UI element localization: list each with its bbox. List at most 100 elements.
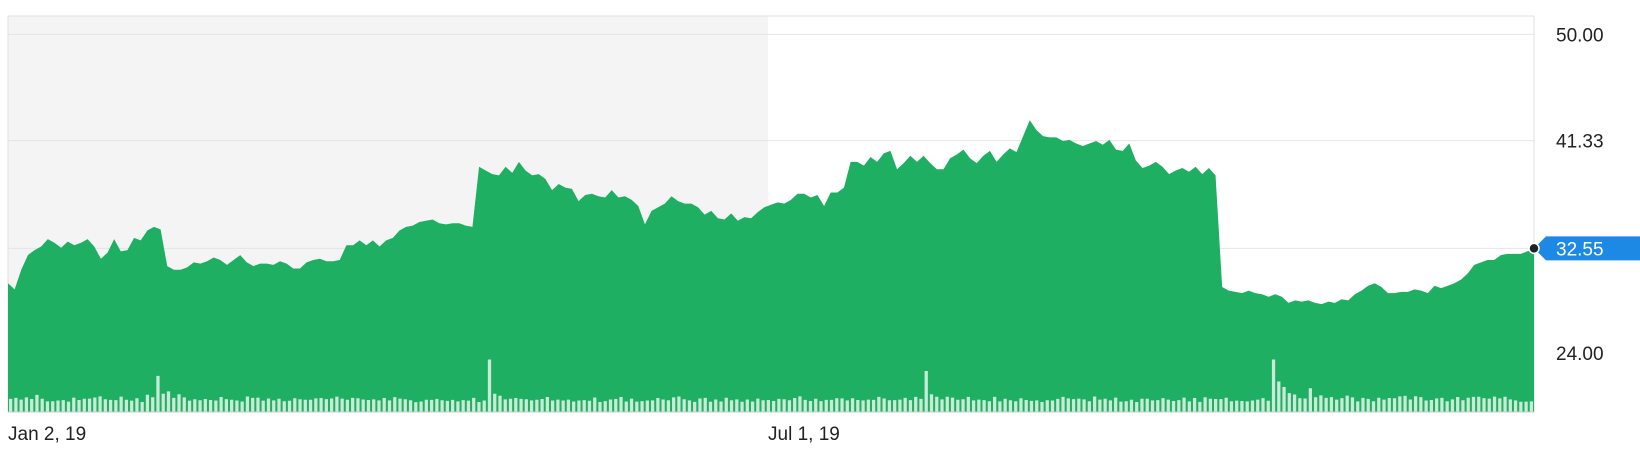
volume-bar: [1271, 359, 1276, 412]
volume-bar: [682, 399, 686, 412]
volume-bar: [1382, 399, 1386, 413]
volume-bar: [998, 401, 1002, 413]
volume-bar: [798, 396, 802, 413]
volume-bar: [1287, 393, 1291, 413]
volume-bar: [308, 399, 313, 412]
volume-bar: [1345, 395, 1349, 413]
volume-bar: [1224, 397, 1228, 412]
volume-bar: [961, 399, 965, 412]
volume-bar: [335, 396, 339, 413]
volume-bar: [687, 400, 692, 413]
volume-bar: [182, 397, 186, 413]
volume-bar: [587, 400, 592, 412]
volume-bar: [1256, 399, 1260, 413]
volume-bar: [987, 401, 991, 412]
volume-bar: [466, 400, 471, 413]
volume-bar: [30, 399, 34, 412]
volume-bar: [1456, 397, 1460, 412]
volume-bar: [398, 398, 402, 413]
volume-bar: [1098, 399, 1102, 413]
volume-bar: [1103, 398, 1107, 412]
volume-bar: [414, 402, 418, 413]
volume-bar: [366, 400, 371, 412]
volume-bar: [1177, 400, 1181, 413]
volume-bar: [14, 397, 18, 412]
volume-bar: [1492, 396, 1497, 413]
volume-bar: [445, 400, 450, 413]
volume-bar: [1061, 396, 1065, 413]
volume-bar: [966, 396, 970, 413]
volume-bar: [808, 401, 813, 412]
volume-bar: [287, 400, 292, 412]
volume-bar: [387, 400, 392, 413]
volume-bar: [1471, 396, 1476, 413]
volume-bar: [971, 400, 976, 413]
volume-bar: [1008, 400, 1013, 412]
volume-bar: [482, 400, 486, 412]
volume-bar: [377, 400, 381, 413]
volume-bar: [1124, 401, 1128, 412]
volume-bar: [1319, 395, 1323, 413]
volume-bar: [614, 399, 618, 412]
volume-bar: [1366, 398, 1370, 413]
volume-bar: [598, 402, 602, 412]
volume-bar: [1235, 400, 1239, 413]
volume-bar: [603, 401, 607, 413]
current-price-marker: [1528, 242, 1540, 255]
volume-bar: [451, 399, 455, 413]
volume-bar: [319, 398, 323, 412]
volume-bar: [198, 400, 202, 412]
volume-bar: [251, 397, 255, 412]
volume-bar: [624, 401, 628, 412]
volume-bar: [856, 400, 860, 412]
volume-bar: [429, 399, 434, 413]
volume-bar: [145, 394, 150, 412]
volume-bar: [82, 398, 86, 412]
volume-bar: [514, 398, 518, 412]
volume-bar: [1313, 397, 1318, 412]
volume-bar: [1029, 400, 1034, 413]
volume-bar: [203, 399, 207, 412]
volume-bar: [45, 401, 50, 413]
volume-bar: [277, 398, 281, 412]
volume-bar: [593, 397, 597, 412]
volume-bar: [19, 399, 23, 413]
volume-bar: [1503, 396, 1507, 412]
volume-bar: [1108, 400, 1113, 413]
y-tick-label: 41.33: [1556, 132, 1604, 153]
volume-bar: [487, 359, 492, 412]
volume-bar: [435, 398, 439, 413]
volume-bar: [650, 400, 655, 413]
volume-bar: [608, 399, 613, 412]
volume-bar: [108, 399, 113, 413]
volume-bar: [866, 399, 870, 413]
volume-bar: [87, 398, 92, 413]
volume-bar: [740, 401, 744, 412]
volume-bar: [151, 397, 155, 412]
volume-bar: [840, 398, 844, 413]
volume-bar: [861, 400, 865, 413]
volume-bar: [1066, 398, 1070, 413]
volume-bar: [9, 398, 13, 413]
volume-bar: [772, 401, 776, 412]
volume-bar: [903, 397, 907, 412]
volume-bar: [1156, 400, 1160, 413]
volume-bar: [119, 396, 123, 413]
volume-bar: [1229, 401, 1234, 412]
volume-bar: [1529, 401, 1533, 413]
volume-bar: [756, 398, 760, 413]
volume-bar: [356, 398, 360, 412]
volume-bar: [898, 399, 902, 413]
volume-bar: [214, 400, 218, 412]
volume-bar: [1424, 400, 1428, 412]
volume-bar: [1482, 398, 1486, 413]
volume-bar: [1445, 401, 1449, 412]
volume-bar: [940, 399, 944, 413]
volume-bar: [1161, 398, 1165, 413]
volume-bar: [714, 399, 718, 412]
y-tick-label: 50.00: [1556, 25, 1604, 46]
volume-bar: [456, 401, 460, 413]
volume-bar: [93, 397, 97, 412]
volume-bar: [845, 400, 849, 413]
volume-bar: [1392, 398, 1397, 412]
